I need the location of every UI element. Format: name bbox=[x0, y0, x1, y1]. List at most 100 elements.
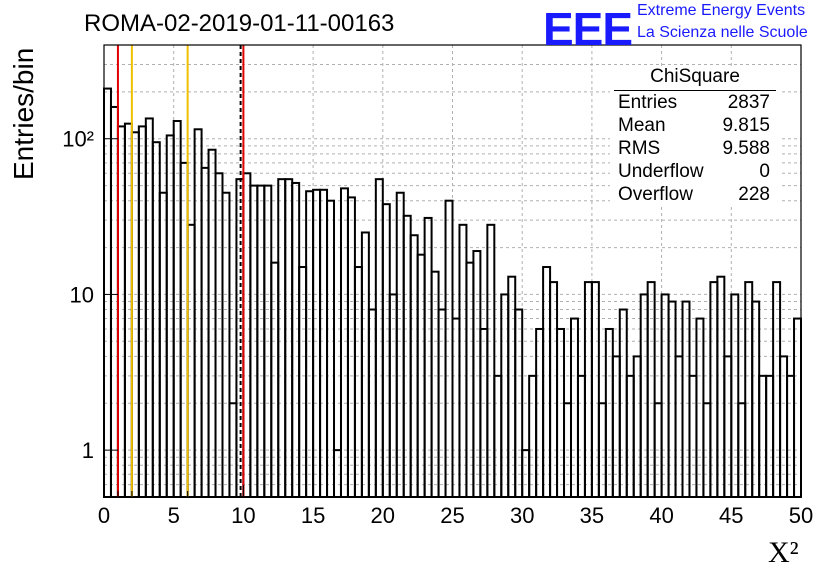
histogram-bin bbox=[639, 293, 649, 498]
x-tick-label: 50 bbox=[789, 503, 813, 528]
y-tick-label: 10 bbox=[70, 282, 94, 307]
histogram-bin bbox=[681, 300, 691, 498]
x-tick-label: 30 bbox=[510, 503, 534, 528]
histogram-bin bbox=[758, 374, 768, 498]
histogram-bin bbox=[528, 374, 538, 498]
histogram-bin bbox=[277, 178, 287, 499]
histogram-bin bbox=[374, 178, 384, 499]
histogram-bin bbox=[695, 317, 705, 498]
y-axis-ticks: 1 10 10² bbox=[62, 127, 118, 463]
histogram-bin bbox=[381, 203, 391, 498]
histogram-bin bbox=[535, 327, 545, 498]
stats-row-rms: RMS 9.588 bbox=[610, 137, 780, 160]
eee-logo: EEE bbox=[543, 3, 633, 55]
histogram-bin bbox=[326, 199, 336, 498]
histogram-bin bbox=[765, 374, 775, 498]
histogram-bin bbox=[660, 293, 670, 498]
stats-row-mean: Mean 9.815 bbox=[610, 114, 780, 137]
histogram-bin bbox=[151, 141, 161, 498]
stats-label: Mean bbox=[618, 115, 666, 136]
histogram-bin bbox=[458, 223, 468, 498]
x-tick-label: 15 bbox=[301, 503, 325, 528]
histogram-bin bbox=[165, 134, 175, 499]
stats-value: 9.815 bbox=[722, 115, 770, 136]
histogram-bin bbox=[730, 293, 740, 498]
histogram-bin bbox=[186, 223, 196, 498]
histogram-bin bbox=[221, 191, 231, 498]
histogram-bin bbox=[172, 119, 182, 498]
x-tick-label: 10 bbox=[231, 503, 255, 528]
histogram-bin bbox=[479, 327, 489, 498]
histogram-bin bbox=[116, 125, 126, 498]
x-axis-ticks: 0 5 10 15 20 25 30 35 40 45 50 bbox=[98, 485, 813, 528]
histogram-bin bbox=[625, 374, 635, 498]
stats-label: Underflow bbox=[618, 161, 704, 182]
x-axis-label: X² bbox=[768, 536, 799, 569]
x-tick-label: 20 bbox=[371, 503, 395, 528]
histogram-bin bbox=[193, 128, 203, 498]
histogram-bin bbox=[103, 87, 112, 498]
histogram-bin bbox=[786, 374, 796, 498]
x-tick-label: 25 bbox=[440, 503, 464, 528]
histogram-bin bbox=[179, 161, 189, 498]
histogram-bin bbox=[674, 355, 684, 498]
histogram-bin bbox=[688, 374, 698, 498]
histogram-bin bbox=[214, 172, 224, 498]
histogram-bin bbox=[305, 190, 315, 498]
x-tick-label: 5 bbox=[168, 503, 180, 528]
histogram-bin bbox=[430, 270, 440, 499]
histogram-bin bbox=[793, 317, 803, 498]
histogram-bin bbox=[242, 172, 252, 498]
histogram-bin bbox=[556, 327, 566, 498]
stats-value: 9.588 bbox=[722, 138, 770, 159]
logo-tagline-1: Extreme Energy Events bbox=[637, 2, 806, 19]
histogram-bin bbox=[423, 216, 433, 498]
histogram-bin bbox=[472, 250, 482, 498]
y-tick-label: 10² bbox=[62, 127, 94, 152]
stats-label: RMS bbox=[618, 138, 661, 159]
histogram-bin bbox=[235, 178, 245, 499]
histogram-bin bbox=[500, 293, 510, 498]
histogram-bin bbox=[576, 374, 586, 498]
histogram-bin bbox=[123, 122, 133, 498]
histogram-bin bbox=[667, 300, 677, 498]
histogram-bin bbox=[751, 300, 761, 498]
histogram-bin bbox=[779, 355, 789, 498]
histogram-bin bbox=[451, 317, 461, 498]
histogram-bin bbox=[144, 117, 154, 499]
histogram-bin bbox=[723, 355, 733, 498]
x-tick-label: 0 bbox=[98, 503, 110, 528]
histogram-bin bbox=[339, 187, 349, 498]
histogram-bin bbox=[270, 261, 280, 498]
reference-lines bbox=[116, 45, 245, 497]
histogram-bin bbox=[569, 317, 579, 498]
stats-label: Overflow bbox=[618, 184, 693, 205]
histogram-bin bbox=[395, 191, 405, 498]
stats-row-underflow: Underflow 0 bbox=[610, 160, 780, 183]
histogram-bin bbox=[346, 196, 356, 498]
histogram-bin bbox=[284, 178, 294, 499]
histogram-bin bbox=[130, 131, 140, 498]
stats-value: 228 bbox=[738, 184, 770, 205]
histogram-bin bbox=[632, 355, 642, 498]
y-axis-label: Entries/bin bbox=[8, 47, 39, 180]
x-tick-label: 40 bbox=[649, 503, 673, 528]
x-tick-label: 45 bbox=[719, 503, 743, 528]
histogram-bin bbox=[200, 166, 210, 499]
histogram-bin bbox=[493, 374, 503, 498]
x-tick-label: 35 bbox=[580, 503, 604, 528]
stats-row-entries: Entries 2837 bbox=[610, 91, 780, 114]
histogram-bin bbox=[486, 223, 496, 498]
stats-value: 2837 bbox=[727, 92, 770, 113]
y-tick-label: 1 bbox=[82, 438, 94, 463]
histogram-bin bbox=[388, 293, 398, 498]
histogram-bin bbox=[319, 188, 329, 499]
histogram-bin bbox=[158, 191, 168, 498]
histogram-bin bbox=[611, 355, 621, 498]
histogram-bin bbox=[207, 148, 217, 499]
chart-title: ROMA-02-2019-01-11-00163 bbox=[84, 10, 395, 37]
stats-label: Entries bbox=[618, 92, 678, 113]
stats-box: ChiSquare Entries 2837 Mean 9.815 RMS 9.… bbox=[610, 66, 780, 206]
logo-tagline-2: La Scienza nelle Scuole bbox=[637, 24, 808, 41]
